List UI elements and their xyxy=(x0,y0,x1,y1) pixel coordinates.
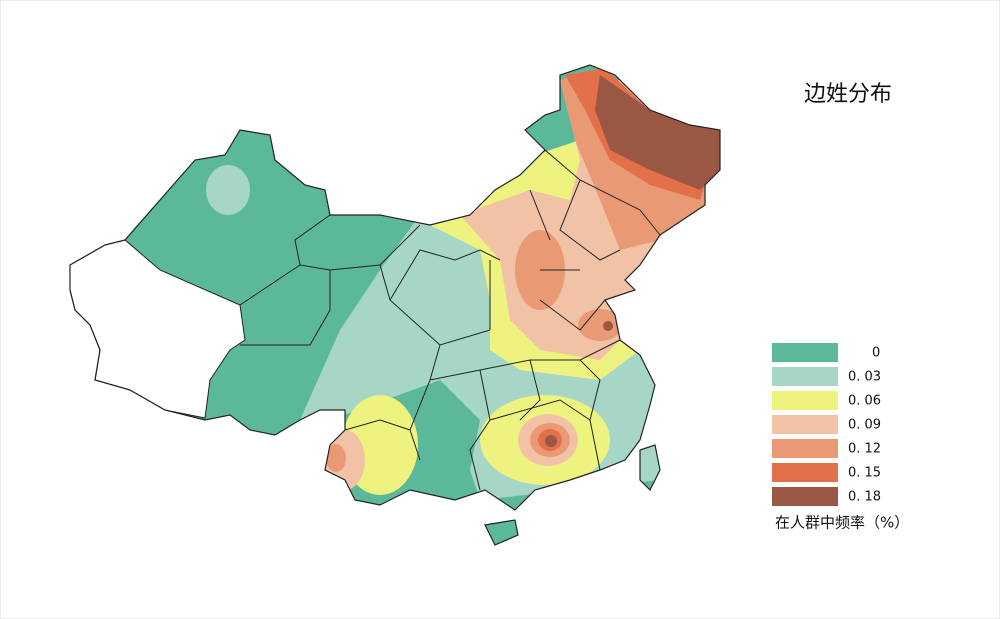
legend: 0 0. 03 0. 06 0. 09 0. 12 0. 15 0. 18 xyxy=(772,343,881,506)
legend-label: 0. 09 xyxy=(848,418,881,433)
legend-caption: 在人群中频率（%） xyxy=(775,514,909,532)
legend-label: 0. 06 xyxy=(848,394,881,409)
legend-swatch xyxy=(772,391,838,410)
legend-swatch xyxy=(772,415,838,434)
legend-label: 0 xyxy=(872,346,880,361)
legend-swatch xyxy=(772,463,838,482)
legend-label: 0. 03 xyxy=(848,370,881,385)
map-title: 边姓分布 xyxy=(804,82,892,107)
country-outline xyxy=(69,64,721,546)
legend-swatch xyxy=(772,367,838,386)
legend-swatch xyxy=(772,439,838,458)
zone-018 xyxy=(595,75,720,190)
zone-012 xyxy=(578,309,622,341)
legend-swatch xyxy=(772,487,838,506)
province-borders xyxy=(239,149,661,491)
legend-swatch xyxy=(772,343,838,362)
zone-018 xyxy=(603,321,613,331)
legend-label: 0. 12 xyxy=(848,442,881,457)
zone-003 xyxy=(206,165,250,215)
zone-012 xyxy=(326,444,346,472)
legend-label: 0. 15 xyxy=(848,466,881,481)
legend-label: 0. 18 xyxy=(848,490,881,505)
zone-018 xyxy=(545,435,557,447)
